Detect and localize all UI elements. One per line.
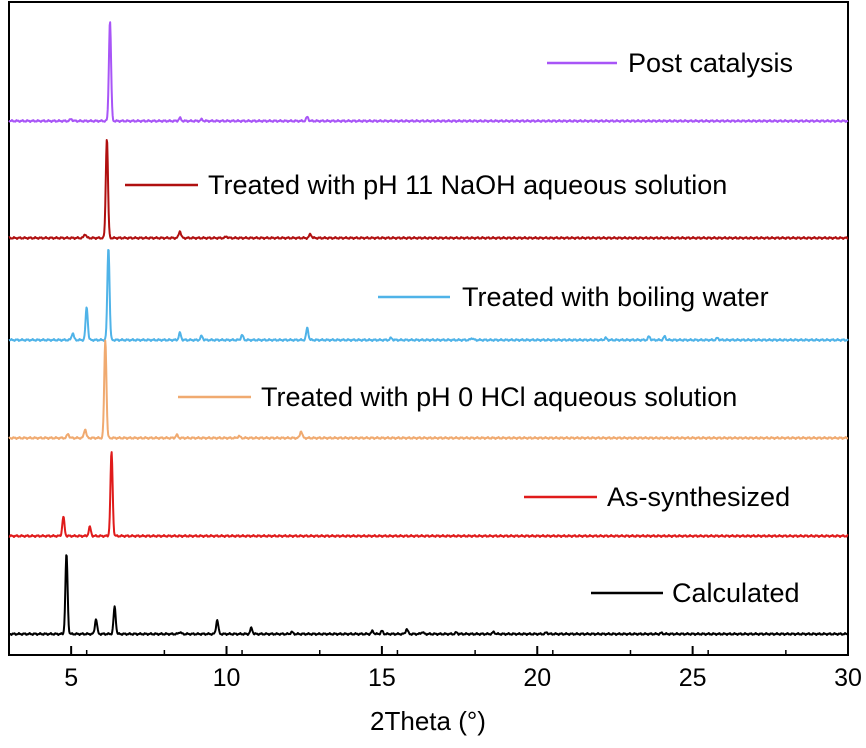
x-tick-label: 25 — [679, 664, 707, 692]
legend-group: Post catalysis Treated with pH 11 NaOH aq… — [125, 48, 800, 608]
x-axis-title: 2Theta (°) — [370, 706, 486, 736]
series-line-treated-with-boiling-water — [8, 248, 849, 342]
legend-label-post-catalysis: Post catalysis — [628, 48, 793, 78]
series-line-treated-with-ph-11-naoh-aqueous-solution — [8, 139, 849, 240]
series-line-post-catalysis — [8, 21, 849, 123]
legend-label-treated-with-boiling-water: Treated with boiling water — [462, 282, 769, 312]
x-tick-label: 5 — [64, 664, 78, 692]
legend-label-treated-with-ph-0-hcl-aqueous-solution: Treated with pH 0 HCl aqueous solution — [261, 382, 737, 412]
traces-group — [8, 21, 849, 636]
x-tick-label: 15 — [368, 664, 396, 692]
legend-label-calculated: Calculated — [672, 578, 800, 608]
x-tick-label: 20 — [523, 664, 551, 692]
x-axis: 5 10 15 20 25 30 — [8, 646, 862, 692]
series-line-as-synthesized — [8, 451, 849, 538]
x-tick-label: 30 — [834, 664, 862, 692]
legend-label-as-synthesized: As-synthesized — [607, 482, 790, 512]
x-tick-label: 10 — [213, 664, 241, 692]
legend-label-treated-with-ph-11-naoh-aqueous-solution: Treated with pH 11 NaOH aqueous solution — [208, 170, 727, 200]
series-line-treated-with-ph-0-hcl-aqueous-solution — [8, 339, 849, 440]
plot-frame — [8, 1, 849, 656]
series-line-calculated — [8, 554, 849, 636]
